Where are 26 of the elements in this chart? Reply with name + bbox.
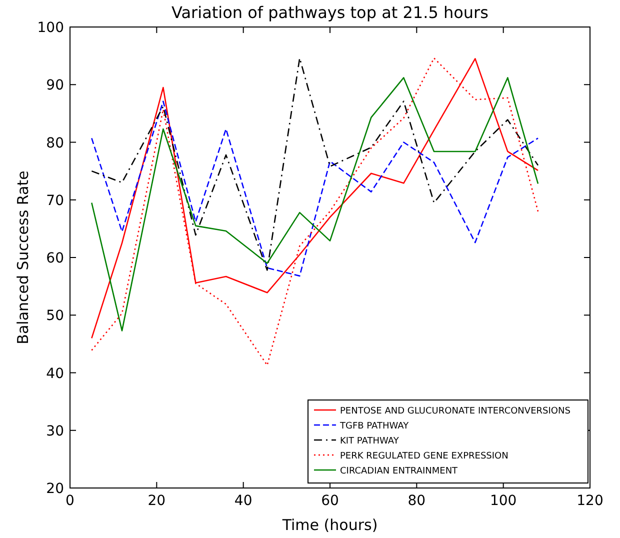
- legend-label: PERK REGULATED GENE EXPRESSION: [340, 452, 508, 462]
- y-axis-title: Balanced Success Rate: [14, 170, 32, 344]
- x-tick-label: 20: [148, 493, 166, 509]
- y-tick-label: 90: [46, 78, 64, 94]
- x-tick-label: 120: [576, 493, 604, 509]
- x-tick-label: 40: [234, 493, 252, 509]
- y-tick-label: 40: [46, 366, 64, 382]
- x-tick-label: 80: [408, 493, 426, 509]
- x-tick-label: 100: [490, 493, 517, 509]
- line-series: [91, 57, 539, 271]
- x-axis-title: Time (hours): [281, 516, 378, 534]
- y-tick-label: 60: [46, 250, 64, 266]
- legend-label: TGFB PATHWAY: [339, 422, 410, 432]
- y-tick-label: 20: [46, 481, 64, 497]
- legend-label: PENTOSE AND GLUCURONATE INTERCONVERSIONS: [340, 406, 571, 416]
- x-tick-label: 60: [321, 493, 339, 509]
- x-tick-label: 0: [66, 493, 74, 509]
- y-tick-label: 30: [46, 423, 64, 440]
- legend-label: CIRCADIAN ENTRAINMENT: [340, 466, 458, 476]
- line-series: [91, 100, 539, 277]
- y-tick-label: 70: [46, 192, 64, 209]
- y-tick-label: 100: [37, 20, 64, 36]
- y-tick-label: 50: [46, 308, 64, 324]
- chart-title: Variation of pathways top at 21.5 hours: [172, 3, 488, 22]
- y-tick-label: 80: [46, 135, 64, 152]
- legend-label: KIT PATHWAY: [340, 436, 400, 446]
